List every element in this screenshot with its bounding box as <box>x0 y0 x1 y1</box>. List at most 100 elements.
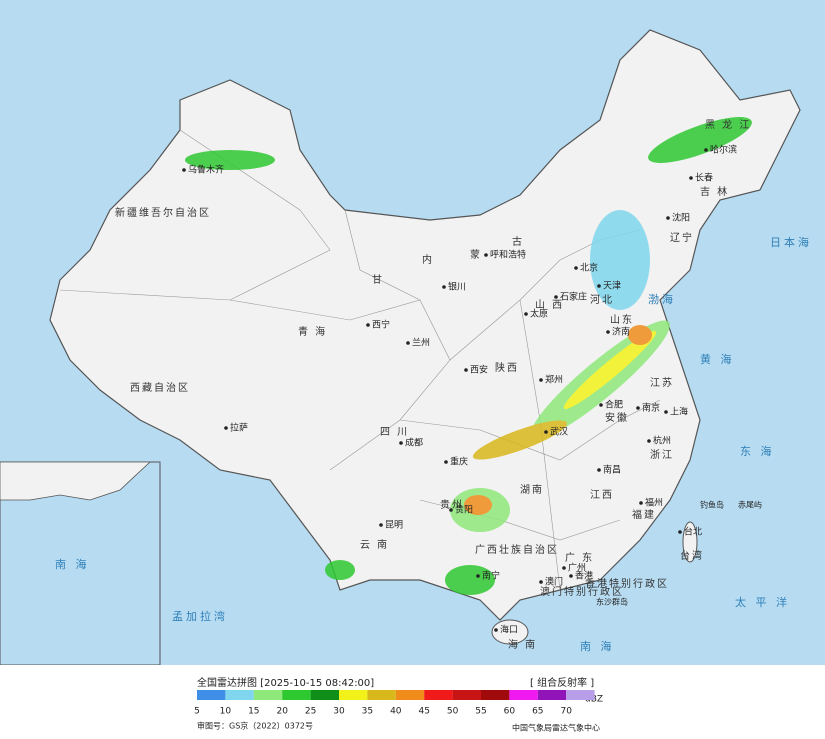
province-label: 山东 <box>610 313 634 326</box>
color-swatch <box>225 690 254 700</box>
city-label: 武汉 <box>550 426 568 438</box>
level-label: 40 <box>390 707 402 717</box>
level-label: 15 <box>248 707 259 717</box>
echo <box>325 560 355 580</box>
city-marker <box>597 468 601 472</box>
city-label: 南京 <box>642 402 660 414</box>
city-label: 济南 <box>612 326 630 338</box>
city-marker <box>562 566 566 570</box>
color-swatch <box>395 690 425 700</box>
city-marker <box>442 285 446 289</box>
level-label: 35 <box>362 707 373 717</box>
island-label: 东沙群岛 <box>596 597 628 607</box>
province-label: 青 海 <box>298 325 327 338</box>
city-marker <box>366 323 370 327</box>
province-label: 云 南 <box>360 538 389 551</box>
province-label: 黑 龙 江 <box>705 118 751 131</box>
province-label: 新疆维吾尔自治区 <box>115 206 211 219</box>
city-marker <box>678 530 682 534</box>
color-swatch <box>509 690 538 700</box>
city-marker <box>597 284 601 288</box>
city-marker <box>182 168 186 172</box>
level-label: 70 <box>560 707 572 717</box>
city-marker <box>399 441 403 445</box>
city-label: 昆明 <box>385 520 403 531</box>
echo <box>628 325 652 345</box>
province-label: 海 南 <box>508 638 537 651</box>
echo <box>472 420 568 460</box>
city-label: 香港 <box>575 570 593 582</box>
city-marker <box>647 439 651 443</box>
legend: 全国雷达拼图 [2025-10-15 08:42:00] [ 组合反射率 ] d… <box>0 665 825 739</box>
city-label: 贵阳 <box>455 504 473 516</box>
province-label: 澳门特别行政区 <box>540 585 624 598</box>
sea-label: 孟加拉湾 <box>172 609 228 623</box>
sea-label: 黄 海 <box>700 352 735 366</box>
province-label: 辽宁 <box>670 231 694 244</box>
city-marker <box>666 216 670 220</box>
city-marker <box>689 176 693 180</box>
province-label: 吉 林 <box>700 185 729 198</box>
city-label: 呼和浩特 <box>490 249 526 261</box>
sea-label: 太 平 洋 <box>735 595 790 609</box>
taiwan <box>682 521 698 563</box>
city-marker <box>606 330 610 334</box>
city-marker <box>476 574 480 578</box>
province-label: 安徽 <box>605 411 629 424</box>
city-marker <box>406 341 410 345</box>
province-label: 古 <box>512 235 524 248</box>
city-label: 乌鲁木齐 <box>188 164 224 176</box>
city-marker <box>539 378 543 382</box>
level-label: 45 <box>418 707 429 717</box>
city-marker <box>224 426 228 430</box>
city-marker <box>554 295 558 299</box>
province-label: 广西壮族自治区 <box>475 543 559 556</box>
city-label: 杭州 <box>653 435 671 447</box>
level-label: 10 <box>220 707 232 717</box>
color-swatch <box>310 690 339 700</box>
echo <box>563 330 657 410</box>
level-label: 20 <box>276 707 288 717</box>
province-label: 西藏自治区 <box>130 381 190 394</box>
province-label: 湖南 <box>520 483 544 496</box>
province-label: 四 川 <box>380 427 409 438</box>
city-marker <box>569 574 573 578</box>
city-marker <box>639 501 643 505</box>
city-marker <box>664 410 668 414</box>
province-label: 河北 <box>590 294 614 306</box>
color-swatch <box>253 690 283 700</box>
city-marker <box>704 148 708 152</box>
province-label: 江西 <box>590 489 614 501</box>
color-swatch <box>339 690 368 700</box>
island-label: 钓鱼岛 <box>700 500 724 510</box>
level-label: 55 <box>475 707 486 717</box>
city-label: 太原 <box>530 308 548 320</box>
color-swatch <box>452 690 481 700</box>
sea-label: 日本海 <box>770 235 812 249</box>
level-label: 5 <box>194 707 200 717</box>
city-label: 南宁 <box>482 570 500 582</box>
echo <box>590 210 650 310</box>
city-label: 石家庄 <box>560 291 587 303</box>
city-label: 拉萨 <box>230 422 248 434</box>
city-label: 沈阳 <box>672 212 690 224</box>
city-marker <box>379 523 383 527</box>
color-swatch <box>367 690 396 700</box>
province-label: 福建 <box>632 508 656 521</box>
province-label: 甘 <box>372 273 384 286</box>
inset-land <box>0 461 152 501</box>
china-outline <box>49 29 801 621</box>
echo <box>445 565 495 595</box>
city-label: 兰州 <box>412 337 430 349</box>
city-marker <box>444 460 448 464</box>
legend-title: 全国雷达拼图 [2025-10-15 08:42:00] <box>197 676 374 689</box>
echo <box>464 495 492 515</box>
color-swatch <box>282 690 311 700</box>
city-label: 上海 <box>670 406 688 418</box>
sea-label: 东 海 <box>740 444 775 458</box>
radar-echoes <box>185 117 752 595</box>
province-label: 贵州 <box>440 498 464 511</box>
